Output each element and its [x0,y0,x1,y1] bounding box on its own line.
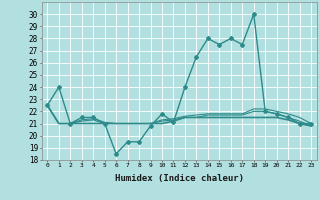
X-axis label: Humidex (Indice chaleur): Humidex (Indice chaleur) [115,174,244,183]
